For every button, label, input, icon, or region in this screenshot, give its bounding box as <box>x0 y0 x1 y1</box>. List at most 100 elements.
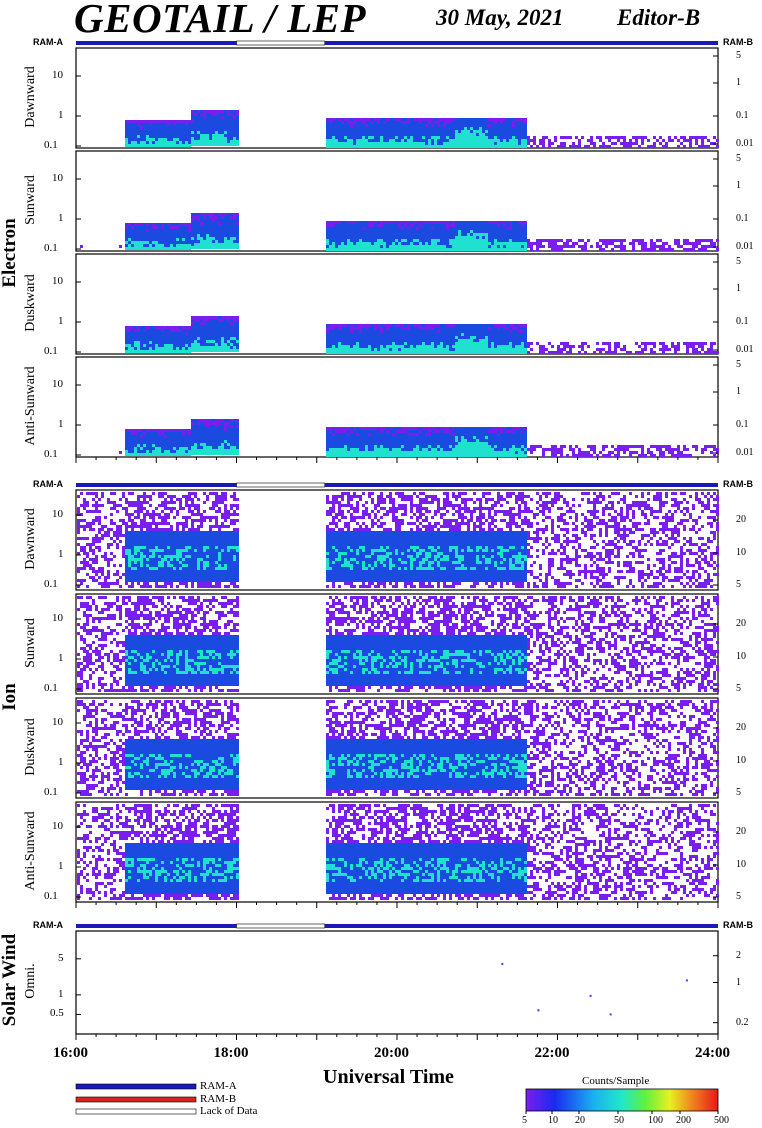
ion-ram-a-label: RAM-A <box>33 479 63 489</box>
ion-ram-b-label: RAM-B <box>723 479 753 489</box>
colorbar-tick-6: 500 <box>714 1115 729 1126</box>
solar-wind-right-tick-1: 1 <box>736 977 741 988</box>
electron-anti-sunward-left-tick-0: 10 <box>52 378 63 390</box>
solar-wind-left-tick-2: 0.5 <box>50 1007 64 1019</box>
ion-sunward-right-tick-2: 5 <box>736 683 741 694</box>
ion-group-label: Ion <box>0 597 21 797</box>
colorbar-title: Counts/Sample <box>582 1075 649 1087</box>
electron-dawnward-left-tick-1: 1 <box>58 109 64 121</box>
ion-anti-sunward-right-tick-1: 10 <box>736 859 746 870</box>
lack-of-data-bar-solar-wind <box>236 923 326 929</box>
electron-dawnward-left-tick-2: 0.1 <box>44 139 58 151</box>
colorbar-tick-4: 100 <box>648 1115 663 1126</box>
colorbar-tick-2: 20 <box>575 1115 585 1126</box>
colorbar-tick-0: 5 <box>522 1115 527 1126</box>
electron-duskward-left-tick-0: 10 <box>52 275 63 287</box>
electron-anti-sunward-right-tick-2: 0.1 <box>736 419 749 430</box>
electron-sunward-right-tick-3: 0.01 <box>736 241 754 252</box>
electron-duskward-left-tick-1: 1 <box>58 315 64 327</box>
ion-anti-sunward-right-tick-2: 5 <box>736 891 741 902</box>
electron-sunward-left-tick-0: 10 <box>52 172 63 184</box>
solar-wind-point-1 <box>537 1009 540 1012</box>
electron-sunward-left-tick-2: 0.1 <box>44 242 58 254</box>
solar-wind-panel <box>75 930 719 1035</box>
solar-wind-omni-label: Omni. <box>23 931 39 1031</box>
electron-dawnward-right-tick-1: 1 <box>736 77 741 88</box>
electron-duskward-right-tick-3: 0.01 <box>736 344 754 355</box>
ion-sunward-left-tick-1: 1 <box>58 652 64 664</box>
colorbar-tick-5: 200 <box>676 1115 691 1126</box>
legend-ram-b-label: RAM-B <box>200 1093 236 1105</box>
ion-duskward-label: Duskward <box>23 697 39 797</box>
solar-wind-point-2 <box>589 994 592 997</box>
ion-dawnward-left-tick-0: 10 <box>52 508 63 520</box>
ion-duskward-right-tick-1: 10 <box>736 755 746 766</box>
ion-dawnward-left-tick-1: 1 <box>58 548 64 560</box>
solar-wind-left-tick-1: 1 <box>58 988 64 1000</box>
ion-anti-sunward-right-tick-0: 20 <box>736 826 746 837</box>
legend-lack-of-data-label: Lack of Data <box>200 1105 257 1117</box>
ion-duskward-left-tick-2: 0.1 <box>44 786 58 798</box>
ion-anti-sunward-left-tick-0: 10 <box>52 820 63 832</box>
electron-duskward-right-tick-1: 1 <box>736 283 741 294</box>
ion-duskward-left-tick-1: 1 <box>58 756 64 768</box>
ion-dawnward-left-tick-2: 0.1 <box>44 578 58 590</box>
x-tick-4: 24:00 <box>695 1045 730 1062</box>
electron-anti-sunward-left-tick-2: 0.1 <box>44 448 58 460</box>
solar-wind-right-tick-2: 0.2 <box>736 1017 749 1028</box>
x-tick-3: 22:00 <box>535 1045 570 1062</box>
electron-ram-b-label: RAM-B <box>723 37 753 47</box>
ion-sunward-right-tick-1: 10 <box>736 651 746 662</box>
ram-a-bar-ion <box>76 483 718 487</box>
ion-sunward-right-tick-0: 20 <box>736 618 746 629</box>
ram-a-bar-electron <box>76 41 718 45</box>
solar-wind-point-0 <box>501 962 504 965</box>
electron-anti-sunward-left-tick-1: 1 <box>58 418 64 430</box>
ion-duskward-right-tick-2: 5 <box>736 787 741 798</box>
legend-ram-a-label: RAM-A <box>200 1080 237 1092</box>
electron-dawnward-right-tick-0: 5 <box>736 50 741 61</box>
electron-sunward-right-tick-1: 1 <box>736 180 741 191</box>
ion-dawnward-right-tick-0: 20 <box>736 514 746 525</box>
ion-dawnward-right-tick-1: 10 <box>736 547 746 558</box>
electron-dawnward-right-tick-2: 0.1 <box>736 110 749 121</box>
ion-dawnward-label: Dawnward <box>23 489 39 589</box>
x-tick-2: 20:00 <box>374 1045 409 1062</box>
electron-duskward-label: Duskward <box>23 253 39 353</box>
colorbar <box>525 1088 719 1112</box>
ion-sunward-label: Sunward <box>23 593 39 693</box>
solar-wind-point-4 <box>685 979 688 982</box>
electron-anti-sunward-right-tick-1: 1 <box>736 386 741 397</box>
date-label: 30 May, 2021 <box>436 5 564 31</box>
ram-a-bar-solar-wind <box>76 924 718 928</box>
ion-anti-sunward-label: Anti-Sunward <box>23 801 39 901</box>
electron-duskward-right-tick-2: 0.1 <box>736 316 749 327</box>
electron-dawnward-right-tick-3: 0.01 <box>736 138 754 149</box>
electron-dawnward-label: Dawnward <box>23 47 39 147</box>
x-axis-label: Universal Time <box>323 1066 454 1089</box>
solar-wind-right-tick-0: 2 <box>736 950 741 961</box>
colorbar-tick-3: 50 <box>614 1115 624 1126</box>
electron-dawnward-left-tick-0: 10 <box>52 69 63 81</box>
ion-dawnward-right-tick-2: 5 <box>736 579 741 590</box>
electron-duskward-left-tick-2: 0.1 <box>44 345 58 357</box>
electron-anti-sunward-right-tick-3: 0.01 <box>736 447 754 458</box>
solar-wind-group-label: Solar Wind <box>0 920 21 1040</box>
x-tick-0: 16:00 <box>53 1045 88 1062</box>
electron-group-label: Electron <box>0 153 21 353</box>
electron-duskward-right-tick-0: 5 <box>736 256 741 267</box>
ion-duskward-left-tick-0: 10 <box>52 716 63 728</box>
solar-wind-point-3 <box>609 1013 612 1016</box>
electron-anti-sunward-label: Anti-Sunward <box>23 356 39 456</box>
lack-of-data-bar-ion <box>236 482 326 488</box>
legend-ram-b-swatch <box>75 1096 197 1103</box>
ion-anti-sunward-left-tick-1: 1 <box>58 860 64 872</box>
ion-sunward-left-tick-2: 0.1 <box>44 682 58 694</box>
electron-sunward-left-tick-1: 1 <box>58 212 64 224</box>
x-tick-1: 18:00 <box>214 1045 249 1062</box>
legend-lack-of-data-swatch <box>75 1108 197 1115</box>
legend-ram-a-swatch <box>75 1083 197 1090</box>
lack-of-data-bar-electron <box>236 40 326 46</box>
ion-anti-sunward-left-tick-2: 0.1 <box>44 890 58 902</box>
